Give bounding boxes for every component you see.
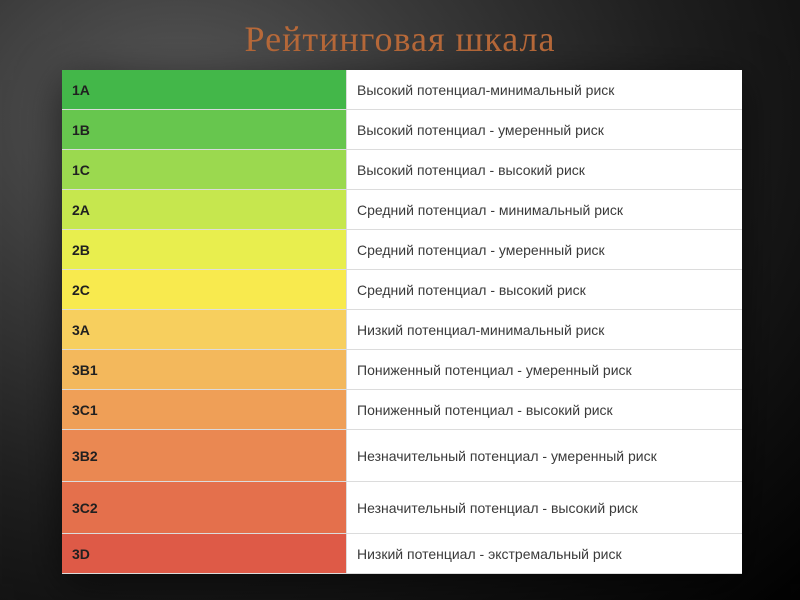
rating-code-cell: 2С bbox=[62, 270, 347, 310]
rating-desc-cell: Средний потенциал - умеренный риск bbox=[347, 230, 742, 270]
rating-code-cell: 1В bbox=[62, 110, 347, 150]
rating-code-cell: 3С2 bbox=[62, 482, 347, 534]
rating-code-cell: 1А bbox=[62, 70, 347, 110]
table-row: 1СВысокий потенциал - высокий риск bbox=[62, 150, 742, 190]
table-row: 1ВВысокий потенциал - умеренный риск bbox=[62, 110, 742, 150]
rating-code-cell: 1С bbox=[62, 150, 347, 190]
rating-desc-cell: Низкий потенциал-минимальный риск bbox=[347, 310, 742, 350]
table-row: 1АВысокий потенциал-минимальный риск bbox=[62, 70, 742, 110]
rating-code-cell: 2А bbox=[62, 190, 347, 230]
rating-desc-cell: Высокий потенциал-минимальный риск bbox=[347, 70, 742, 110]
rating-desc-cell: Пониженный потенциал - высокий риск bbox=[347, 390, 742, 430]
table-row: 2ССредний потенциал - высокий риск bbox=[62, 270, 742, 310]
rating-scale-table: 1АВысокий потенциал-минимальный риск1ВВы… bbox=[62, 70, 742, 574]
table-row: 3АНизкий потенциал-минимальный риск bbox=[62, 310, 742, 350]
rating-code-cell: 3В2 bbox=[62, 430, 347, 482]
table-row: 3В2Незначительный потенциал - умеренный … bbox=[62, 430, 742, 482]
rating-desc-cell: Незначительный потенциал - высокий риск bbox=[347, 482, 742, 534]
rating-code-cell: 3В1 bbox=[62, 350, 347, 390]
rating-code-cell: 3А bbox=[62, 310, 347, 350]
table-row: 3В1Пониженный потенциал - умеренный риск bbox=[62, 350, 742, 390]
rating-desc-cell: Средний потенциал - высокий риск bbox=[347, 270, 742, 310]
rating-code-cell: 2В bbox=[62, 230, 347, 270]
table-row: 3С1Пониженный потенциал - высокий риск bbox=[62, 390, 742, 430]
table-row: 3С2Незначительный потенциал - высокий ри… bbox=[62, 482, 742, 534]
rating-desc-cell: Высокий потенциал - высокий риск bbox=[347, 150, 742, 190]
rating-desc-cell: Высокий потенциал - умеренный риск bbox=[347, 110, 742, 150]
table-row: 3DНизкий потенциал - экстремальный риск bbox=[62, 534, 742, 574]
table-row: 2ВСредний потенциал - умеренный риск bbox=[62, 230, 742, 270]
rating-code-cell: 3С1 bbox=[62, 390, 347, 430]
table-row: 2АСредний потенциал - минимальный риск bbox=[62, 190, 742, 230]
page-title: Рейтинговая шкала bbox=[0, 0, 800, 60]
rating-desc-cell: Пониженный потенциал - умеренный риск bbox=[347, 350, 742, 390]
rating-desc-cell: Незначительный потенциал - умеренный рис… bbox=[347, 430, 742, 482]
rating-code-cell: 3D bbox=[62, 534, 347, 574]
rating-desc-cell: Низкий потенциал - экстремальный риск bbox=[347, 534, 742, 574]
rating-desc-cell: Средний потенциал - минимальный риск bbox=[347, 190, 742, 230]
